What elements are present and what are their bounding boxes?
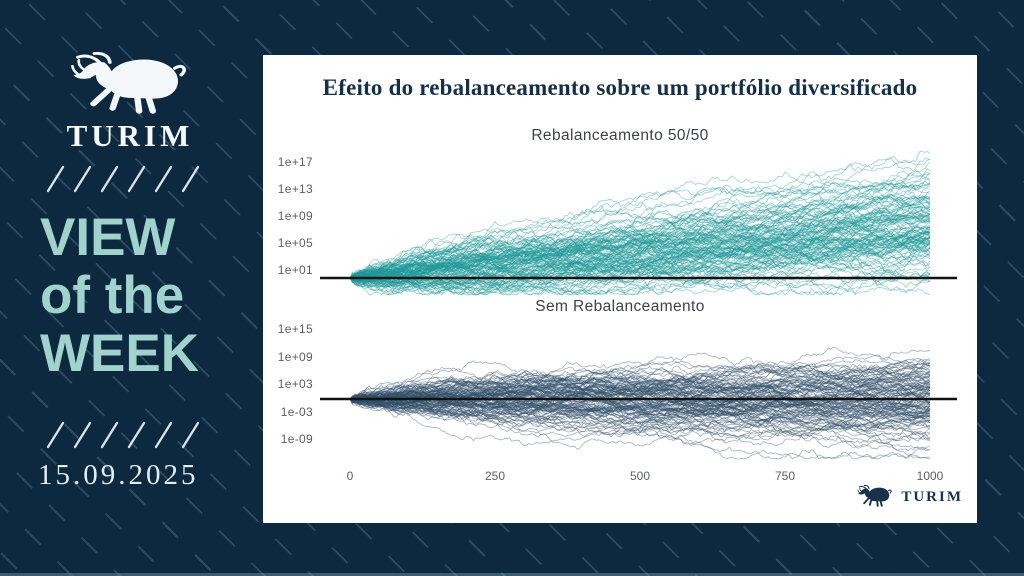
sim-paths-rebalanced xyxy=(349,150,931,296)
subplot-title-unrebalanced: Sem Rebalanceamento xyxy=(535,298,705,315)
x-tick-label: 0 xyxy=(346,469,354,483)
card-footer-logo: TURIM xyxy=(856,485,963,509)
card-footer-brand: TURIM xyxy=(901,488,963,505)
date-text: 15.09.2025 xyxy=(38,459,199,491)
y-tick-label: 1e+09 xyxy=(277,350,313,364)
heading-line-week: WEEK xyxy=(40,324,199,383)
y-tick-label: 1e+09 xyxy=(277,209,313,223)
bottom-accent-strip xyxy=(0,573,1024,576)
simulation-plots xyxy=(320,150,957,460)
brand-name: TURIM xyxy=(66,118,194,153)
turim-bull-icon xyxy=(856,485,894,509)
x-tick-label: 750 xyxy=(774,469,796,483)
y-tick-label: 1e-09 xyxy=(280,432,313,446)
y-tick-label: 1e-03 xyxy=(280,405,313,419)
y-tick-label: 1e+03 xyxy=(277,377,313,391)
x-tick-label: 1000 xyxy=(916,469,944,483)
y-tick-label: 1e+15 xyxy=(277,322,313,336)
sim-paths-unrebalanced xyxy=(349,346,931,460)
chart-card: Efeito do rebalanceamento sobre um portf… xyxy=(263,55,977,523)
heading-line-of-the: of the xyxy=(40,266,185,325)
y-tick-label: 1e+17 xyxy=(277,155,313,169)
x-tick-label: 250 xyxy=(484,469,506,483)
slash-divider-top xyxy=(46,165,200,193)
heading-line-view: VIEW xyxy=(40,208,176,267)
y-tick-label: 1e+05 xyxy=(277,236,313,250)
subplot-title-rebalanced: Rebalanceamento 50/50 xyxy=(531,127,709,144)
x-tick-label: 500 xyxy=(629,469,651,483)
y-tick-label: 1e+01 xyxy=(277,263,313,277)
y-tick-label: 1e+13 xyxy=(277,182,313,196)
view-of-the-week-title: VIEW of the WEEK xyxy=(40,209,199,383)
slash-divider-bottom xyxy=(46,421,200,449)
turim-bull-logo xyxy=(66,52,194,120)
chart-title: Efeito do rebalanceamento sobre um portf… xyxy=(322,75,918,100)
